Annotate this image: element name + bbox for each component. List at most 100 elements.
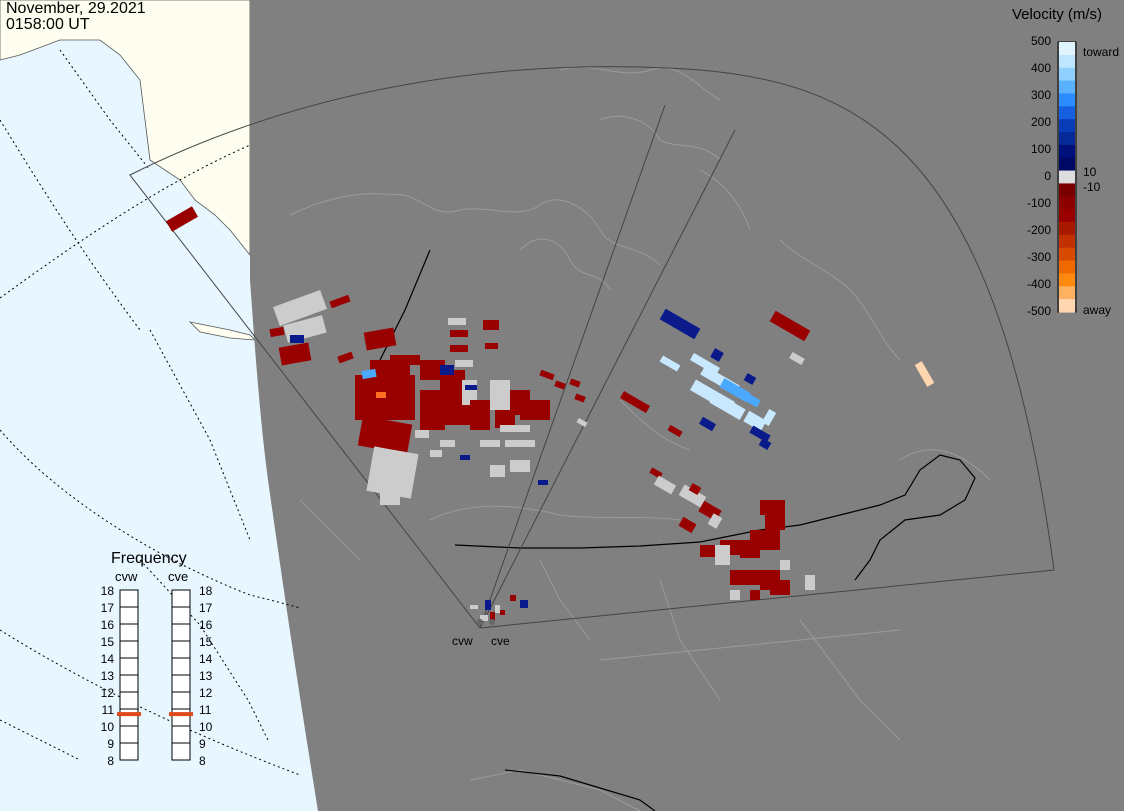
colorbar-segment — [1059, 132, 1075, 146]
frequency-tick-left: 18 — [100, 584, 114, 598]
scatter-cell — [750, 590, 760, 600]
scatter-cell — [485, 343, 498, 349]
threshold-positive-label: 10 — [1083, 165, 1097, 179]
radar-fov — [129, 66, 1055, 629]
frequency-tick-left: 16 — [100, 618, 114, 632]
scatter-cell — [440, 440, 455, 447]
scatter-cell — [740, 550, 760, 558]
scatter-cell — [758, 438, 772, 450]
scatter-cell — [455, 360, 473, 367]
map-land — [250, 0, 1124, 811]
scatter-cell — [770, 580, 790, 595]
frequency-tick-right: 14 — [199, 652, 213, 666]
scatter-cell — [278, 342, 312, 366]
scatter-cell — [450, 330, 468, 337]
velocity-tick-label: 0 — [1044, 169, 1051, 183]
scatter-cell — [430, 450, 442, 457]
frequency-indicator-cvw — [117, 712, 141, 717]
frequency-tick-right: 13 — [199, 669, 213, 683]
scatter-cell — [659, 308, 701, 340]
scatter-cell — [510, 595, 516, 601]
frequency-tick-right: 15 — [199, 635, 213, 649]
scatter-cell — [765, 515, 785, 530]
land-beige — [0, 0, 251, 257]
grid-lines — [0, 49, 301, 776]
scatter-cell — [290, 335, 304, 343]
scatter-cell — [269, 326, 285, 338]
scatter-cell — [357, 415, 413, 455]
scatter-cell — [329, 294, 351, 309]
colorbar-segment — [1059, 247, 1075, 262]
scatter-cell — [366, 446, 419, 499]
colorbar-segment — [1059, 106, 1075, 120]
scatter-cell — [699, 416, 716, 432]
scatter-cell — [380, 490, 400, 505]
site-label-cve: cve — [491, 634, 510, 648]
scatter-cell — [448, 318, 466, 325]
frequency-tick-left: 15 — [100, 635, 114, 649]
radar-scatter — [166, 206, 935, 621]
scatter-cell — [760, 500, 785, 515]
colorbar-segment — [1059, 157, 1075, 172]
frequency-tick-left: 9 — [107, 737, 114, 751]
scatter-cell — [743, 373, 757, 385]
colorbar-segment — [1059, 183, 1075, 197]
scatter-cell — [554, 380, 566, 390]
scatter-cell — [678, 484, 707, 508]
toward-label: toward — [1083, 45, 1120, 59]
date-label: November, 29.2021 — [6, 0, 146, 17]
frequency-tick-right: 11 — [199, 703, 212, 717]
colorbar-segment — [1059, 299, 1075, 313]
colorbar-segment — [1059, 54, 1075, 69]
velocity-tick-label: 300 — [1030, 88, 1051, 102]
scatter-cell — [538, 480, 548, 485]
scatter-cell — [500, 425, 530, 432]
velocity-tick-label: -100 — [1026, 196, 1051, 210]
scatter-cell — [739, 390, 761, 408]
site-marker-cve — [489, 619, 495, 625]
frequency-radar-cve: cve — [168, 569, 189, 584]
scatter-cell — [420, 390, 445, 430]
scatter-cell — [166, 206, 198, 232]
velocity-tick-label: 500 — [1030, 34, 1051, 48]
scatter-cell — [667, 424, 683, 438]
scatter-cell — [520, 400, 550, 420]
scatter-cell — [505, 440, 535, 447]
scatter-cell — [483, 320, 499, 330]
threshold-negative-label: -10 — [1083, 180, 1101, 194]
scatter-cell — [490, 465, 505, 477]
velocity-tick-label: 400 — [1030, 61, 1051, 75]
scatter-cell — [480, 440, 500, 447]
scatter-cell — [450, 345, 468, 352]
scatter-cell — [730, 590, 740, 600]
scatter-cell — [460, 455, 470, 460]
scatter-cell — [470, 400, 490, 430]
frequency-tick-left: 14 — [100, 652, 114, 666]
scatter-cell — [465, 385, 477, 390]
frequency-tick-right: 12 — [199, 686, 213, 700]
scatter-cell — [745, 570, 760, 585]
scatter-cell — [495, 605, 500, 613]
velocity-tick-label: -200 — [1026, 223, 1051, 237]
frequency-indicator-cve — [169, 712, 193, 717]
scatter-cell — [743, 410, 767, 432]
scatter-cell — [510, 460, 530, 472]
scatter-cell — [390, 355, 420, 365]
scatter-cell — [490, 612, 495, 620]
scatter-cell — [715, 545, 730, 565]
velocity-tick-label: 100 — [1030, 142, 1051, 156]
colorbar-segment — [1059, 80, 1075, 95]
scatter-cell — [780, 560, 790, 570]
scatter-cell — [569, 378, 581, 388]
frequency-bar-cve — [169, 589, 193, 761]
scatter-cell — [678, 516, 697, 534]
frequency-tick-left: 11 — [101, 703, 114, 717]
frequency-radar-cvw: cvw — [115, 569, 138, 584]
scatter-cell — [470, 605, 478, 609]
frequency-tick-right: 16 — [199, 618, 213, 632]
frequency-tick-left: 10 — [100, 720, 114, 734]
colorbar-segment — [1059, 93, 1075, 107]
colorbar-segment — [1059, 260, 1075, 275]
scatter-cell — [520, 600, 528, 608]
frequency-tick-right: 9 — [199, 737, 206, 751]
